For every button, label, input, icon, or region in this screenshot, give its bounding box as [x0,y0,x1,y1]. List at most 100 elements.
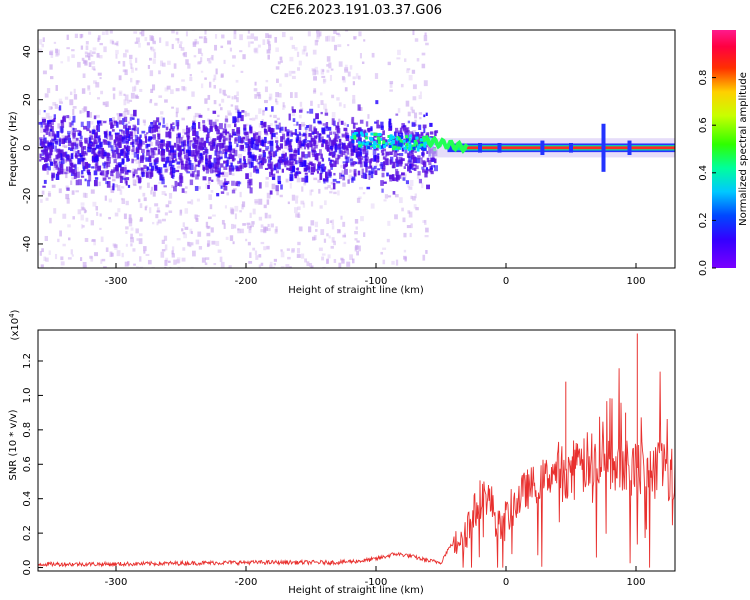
noise-speck [354,246,358,252]
noise-speck [173,259,177,265]
noise-speck [206,243,210,248]
band-speck [205,167,209,174]
band-speck [298,109,303,113]
noise-speck [87,56,91,61]
noise-speck [268,96,272,101]
band-speck [370,167,375,174]
band-speck [369,158,372,164]
band-speck [267,159,272,163]
band-speck [149,172,152,179]
band-speck [91,166,95,169]
band-speck [327,172,332,178]
noise-speck [95,114,100,118]
noise-speck [326,64,329,67]
band-speck [382,148,387,152]
band-speck [312,150,316,156]
noise-speck [231,208,234,215]
noise-speck [152,221,155,225]
band-speck [407,132,410,138]
band-speck [163,163,167,168]
band-speck [54,145,57,152]
noise-speck [256,160,260,164]
band-speck [79,154,83,158]
noise-speck [115,54,118,59]
y-tick-label: 0.4 [22,491,33,507]
noise-speck [402,217,406,223]
noise-speck [274,98,278,103]
noise-speck [352,94,356,100]
band-speck [66,187,70,191]
band-speck [336,122,340,129]
noise-speck [268,44,272,51]
noise-speck [300,200,305,205]
band-speck [318,164,322,169]
band-speck [215,162,219,170]
band-speck [329,161,332,166]
noise-speck [162,218,166,222]
band-speck [327,169,330,173]
band-speck [168,131,172,139]
noise-speck [150,36,154,41]
noise-speck [213,263,217,266]
noise-speck [423,80,428,87]
band-speck [297,148,300,155]
noise-speck [367,114,370,119]
band-speck [117,142,121,147]
noise-speck [195,217,199,222]
band-speck [386,172,389,177]
noise-speck [179,209,183,216]
noise-speck [164,259,168,266]
y-tick-label: 0.6 [22,456,33,472]
band-speck [284,126,287,132]
band-speck [97,165,101,172]
band-speck [401,147,405,152]
band-speck [434,165,438,172]
noise-speck [258,198,263,205]
band-speck [347,179,350,184]
noise-speck [410,161,413,165]
noise-speck [359,53,362,59]
noise-speck [138,157,141,164]
noise-speck [104,103,108,108]
noise-speck [119,92,122,95]
band-speck [181,148,185,152]
noise-speck [333,44,338,51]
spectrogram-x-ticks: -300 -200 -100 0 100 [105,263,646,287]
noise-speck [205,257,210,260]
band-speck [368,170,371,176]
noise-speck [380,251,384,255]
noise-speck [143,121,146,126]
noise-speck [232,188,237,191]
band-speck [212,169,215,173]
band-speck [208,119,213,125]
signal-speck [402,139,406,143]
band-speck [217,167,221,173]
band-speck [177,182,180,187]
noise-speck [227,124,232,128]
noise-speck [397,108,401,113]
signal-speck [390,141,394,145]
band-speck [423,127,426,134]
band-speck [228,154,233,160]
noise-speck [308,262,313,267]
noise-speck [54,253,58,260]
band-speck [415,165,419,170]
noise-speck [371,52,375,58]
noise-speck [412,130,417,133]
noise-speck [146,182,150,188]
noise-speck [291,249,295,254]
band-speck [314,168,318,172]
signal-speck [400,135,404,139]
noise-speck [139,266,144,268]
band-speck [412,134,416,140]
noise-speck [316,32,321,38]
band-speck [278,122,281,130]
band-speck [422,124,427,129]
noise-speck [258,264,262,268]
noise-speck [124,164,127,169]
band-speck [332,144,335,149]
band-speck [125,152,129,157]
band-speck [44,145,48,148]
noise-speck [82,192,87,198]
noise-speck [363,39,366,42]
